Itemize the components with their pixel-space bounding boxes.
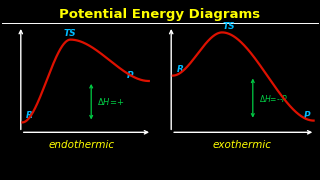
Text: P: P [126, 71, 133, 80]
Text: TS: TS [222, 22, 235, 31]
Text: $\Delta$H=--P: $\Delta$H=--P [259, 93, 288, 104]
Text: R: R [177, 65, 183, 74]
Text: TS: TS [64, 29, 76, 38]
Text: P: P [304, 111, 311, 120]
Text: $\Delta$H=+: $\Delta$H=+ [97, 96, 124, 107]
Text: R: R [26, 111, 33, 120]
Text: exothermic: exothermic [212, 140, 271, 150]
Text: endothermic: endothermic [49, 140, 115, 150]
Text: Potential Energy Diagrams: Potential Energy Diagrams [60, 8, 260, 21]
